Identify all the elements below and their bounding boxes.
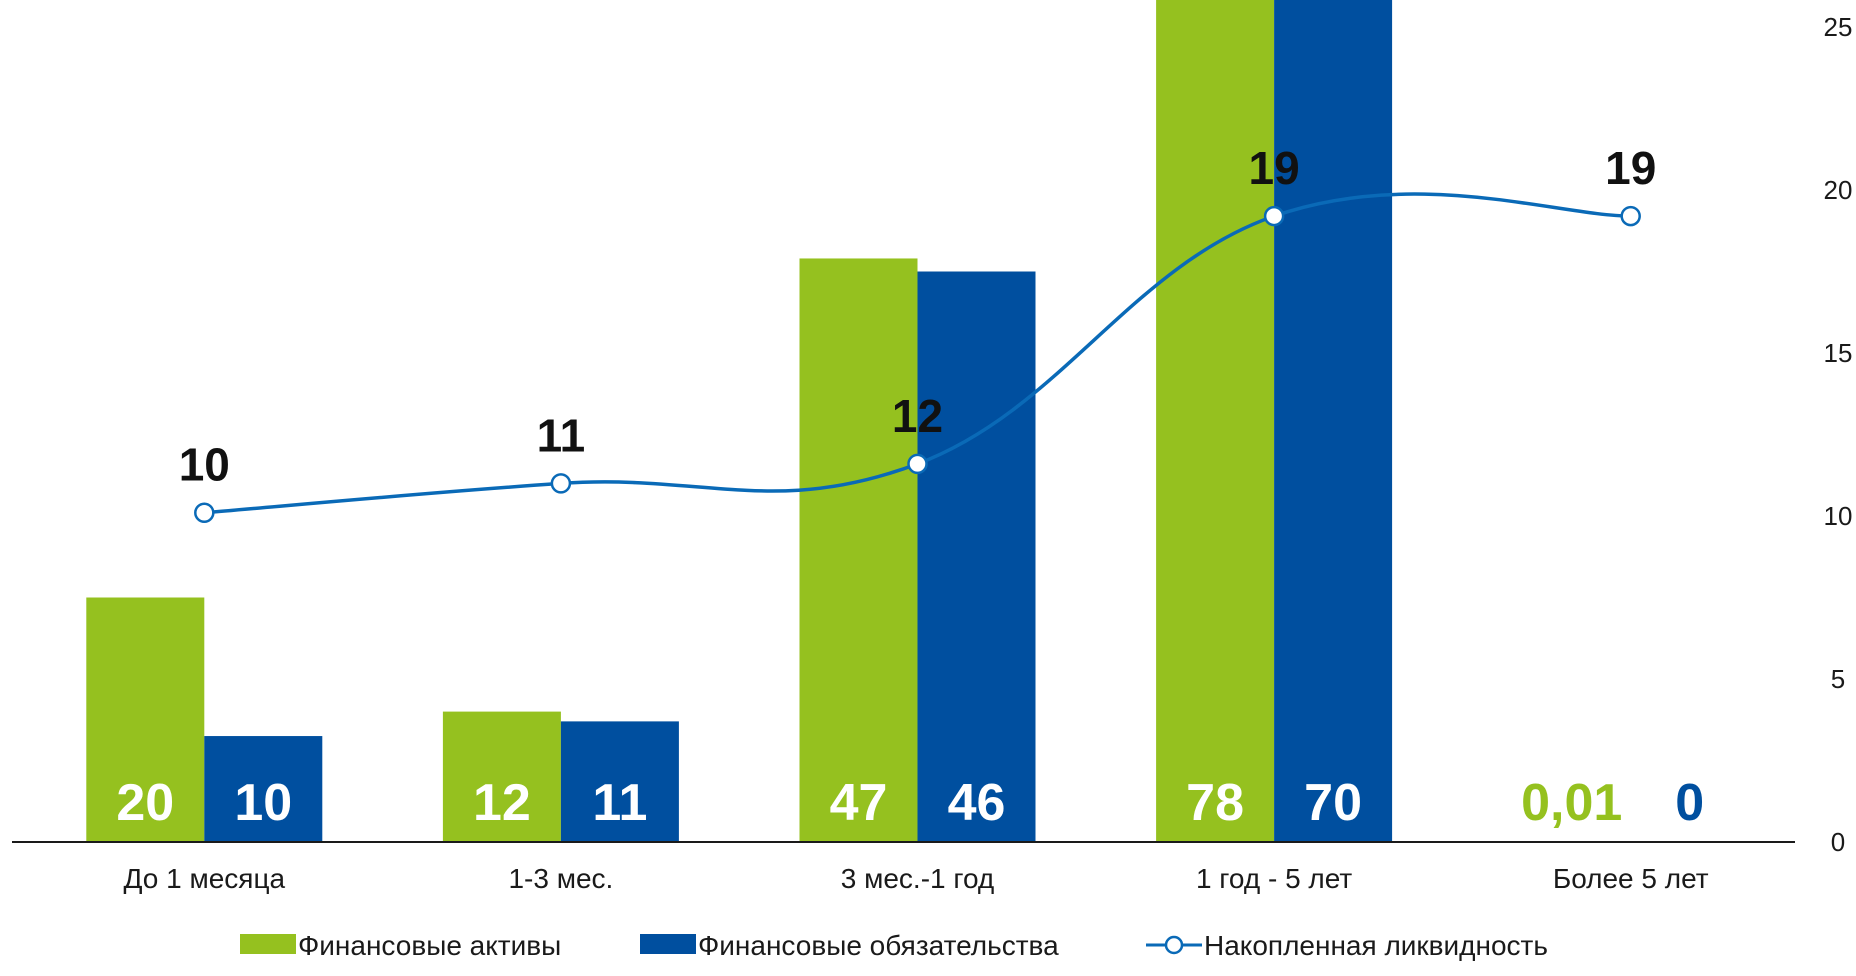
x-category-label: 1 год - 5 лет (1196, 863, 1352, 894)
liquidity-line (204, 192, 1631, 515)
liquidity-point-3 (1263, 205, 1285, 227)
liquidity-point-4 (1620, 205, 1641, 227)
liquidity-value-label: 19 (1249, 142, 1300, 194)
bar-liabilities-1 (560, 721, 679, 842)
y-axis: 0 5 10 15 20 25 (1824, 12, 1853, 857)
labels-layer: 20 10 12 11 47 46 78 70 0,01 0 10 11 12 19 19 (116, 142, 1704, 832)
liquidity-line-layer (194, 192, 1641, 523)
legend: Финансовые активы Финансовые обязательств… (240, 930, 1548, 961)
bar-value-label: 10 (234, 774, 292, 832)
bar-value-label: 78 (1186, 774, 1244, 832)
y-tick-label: 0 (1831, 827, 1845, 857)
liquidity-point-0 (194, 502, 215, 523)
y-tick-label: 10 (1824, 501, 1853, 531)
y-tick-label: 25 (1824, 12, 1853, 42)
liquidity-value-label: 12 (892, 390, 943, 442)
bar-assets-0 (86, 597, 205, 842)
liquidity-value-label: 19 (1605, 142, 1656, 194)
x-category-label: 3 мес.-1 год (841, 863, 995, 894)
legend-label: Накопленная ликвидность (1204, 930, 1548, 961)
legend-swatch (640, 934, 696, 954)
y-tick-label: 5 (1831, 664, 1845, 694)
bar-assets-1 (442, 711, 561, 842)
x-axis-categories: До 1 месяца 1-3 мес. 3 мес.-1 год 1 год - 5… (124, 863, 1709, 894)
x-category-label: 1-3 мес. (508, 863, 613, 894)
legend-item-1: Финансовые обязательства (640, 930, 1059, 961)
bar-value-label: 70 (1304, 774, 1362, 832)
bar-assets-2 (799, 258, 918, 843)
bar-value-label: 46 (948, 774, 1006, 832)
y-tick-label: 15 (1824, 338, 1853, 368)
legend-item-2: Накопленная ликвидность (1146, 930, 1548, 961)
bar-liabilities-2 (917, 271, 1036, 842)
bar-value-label: 47 (830, 774, 888, 832)
legend-label: Финансовые активы (298, 930, 561, 961)
bar-liabilities-3 (1274, 0, 1393, 842)
legend-item-0: Финансовые активы (240, 930, 561, 961)
bar-assets-3 (1156, 0, 1275, 843)
legend-label: Финансовые обязательства (698, 930, 1059, 961)
bar-liabilities-0 (204, 736, 323, 842)
liquidity-value-label: 10 (179, 439, 230, 491)
legend-swatch (240, 934, 296, 954)
y-tick-label: 20 (1824, 175, 1853, 205)
bars-layer (86, 0, 1393, 843)
bar-value-label: 0 (1675, 774, 1704, 832)
liquidity-value-label: 11 (537, 409, 586, 461)
x-category-label: До 1 месяца (124, 863, 286, 894)
liquidity-point-1 (550, 473, 572, 494)
bar-value-label: 0,01 (1521, 774, 1622, 832)
bar-value-label: 20 (116, 774, 174, 832)
bar-value-label: 12 (473, 774, 531, 832)
x-category-label: Более 5 лет (1553, 863, 1709, 894)
liquidity-point-2 (907, 453, 928, 475)
bar-value-label: 11 (592, 774, 647, 832)
legend-marker (1164, 935, 1184, 955)
